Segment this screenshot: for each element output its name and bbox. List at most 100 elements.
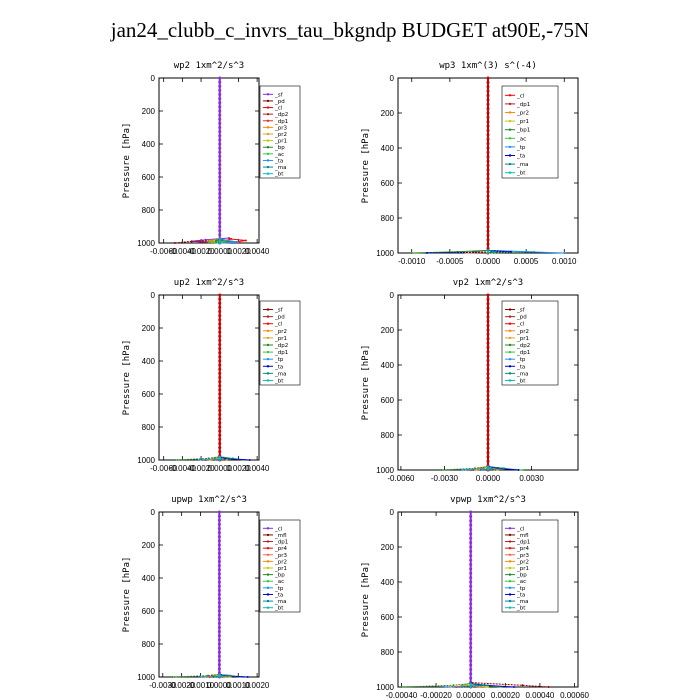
legend-marker (508, 365, 512, 368)
legend-marker (266, 322, 270, 325)
profile-marker (217, 617, 221, 621)
profile-marker (218, 146, 222, 150)
series-point (218, 459, 221, 461)
legend-label: _bt (274, 606, 284, 612)
profile-marker (218, 417, 222, 421)
profile-marker (486, 216, 490, 220)
series-point (226, 459, 229, 461)
series-point (198, 241, 201, 244)
series-point (521, 469, 524, 471)
profile-marker (469, 659, 473, 663)
series-point (517, 469, 520, 471)
profile-marker (217, 671, 221, 675)
x-tick-label: -0.0010 (398, 257, 426, 266)
y-tick-label: 1000 (376, 466, 394, 475)
profile-marker (469, 663, 473, 667)
series-point (212, 676, 215, 678)
profile-marker (486, 80, 490, 84)
profile-marker (218, 113, 222, 117)
legend-label: _bt (516, 171, 526, 177)
y-tick-label: 200 (381, 326, 395, 335)
profile-marker (217, 601, 221, 605)
profile-marker (486, 234, 490, 237)
legend-marker (266, 599, 270, 603)
profile-marker (486, 385, 490, 389)
profile-marker (486, 177, 490, 181)
profile-marker (218, 76, 222, 80)
profile-marker (486, 102, 490, 106)
series-point (229, 674, 232, 677)
profile-marker (217, 593, 221, 596)
x-tick-label: 0.0040 (245, 247, 270, 256)
profile-marker (218, 121, 222, 125)
legend-marker (508, 145, 512, 149)
legend-marker (266, 365, 270, 368)
legend-label: _sf (274, 308, 284, 314)
x-tick-label: -0.0030 (431, 474, 459, 483)
profile-marker (218, 167, 222, 171)
y-tick-label: 200 (142, 324, 156, 333)
profile-marker (218, 396, 222, 400)
series-point (563, 252, 566, 254)
y-tick-label: 600 (142, 173, 156, 182)
profile-marker (217, 535, 221, 539)
profile-marker (486, 372, 490, 376)
panel-title: vpwp 1xm^2/s^3 (450, 495, 526, 505)
profile-marker (218, 330, 222, 334)
profile-marker (486, 98, 490, 102)
legend-label: _mfl (516, 533, 529, 539)
legend-marker (508, 546, 512, 550)
profile-marker (486, 394, 490, 398)
profile-marker (217, 626, 221, 629)
legend-label: _pr1 (516, 336, 529, 342)
profile-marker (469, 633, 473, 636)
series-point (221, 239, 224, 242)
profile-marker (469, 589, 473, 593)
series-point (244, 239, 247, 242)
legend-box (501, 85, 559, 179)
series-point (469, 684, 472, 687)
legend-marker (266, 152, 270, 156)
profile-marker (469, 514, 473, 518)
series-line (212, 456, 228, 461)
profile-marker (486, 354, 490, 358)
legend-label: _ac (516, 136, 526, 142)
legend-marker (508, 94, 512, 97)
legend-marker (266, 593, 270, 596)
panel-5: upwp 1xm^2/s^3 0 200 400 600 800 1000 Pressure … (122, 495, 301, 690)
y-tick-label: 200 (381, 109, 395, 118)
x-tick-label: 0.0000 (476, 474, 501, 483)
profile-marker (486, 89, 490, 93)
profile-marker (469, 611, 473, 615)
profile-marker (469, 624, 473, 628)
profile-marker (218, 80, 222, 84)
y-tick-label: 600 (381, 179, 395, 188)
legend-marker (266, 566, 270, 570)
profile-marker (486, 194, 490, 198)
profile-marker (217, 650, 221, 654)
profile-marker (218, 142, 222, 146)
y-tick-label: 1000 (376, 249, 394, 258)
profile-marker (486, 111, 490, 115)
legend-marker (266, 586, 270, 590)
legend-label: _ac (516, 579, 526, 585)
legend-marker (508, 540, 512, 543)
profile-marker (217, 605, 221, 609)
series-point (487, 684, 489, 687)
legend-label: _pr2 (274, 559, 287, 565)
profile-marker (486, 76, 490, 80)
profile-marker (486, 359, 490, 363)
profile-marker (218, 208, 222, 212)
x-tick-label: -0.0005 (436, 257, 464, 266)
series-point (512, 686, 515, 688)
profile-marker (486, 212, 490, 216)
series-point (469, 682, 472, 685)
profile-marker (218, 380, 222, 384)
profile-marker (486, 129, 490, 132)
x-tick-label: -0.0060 (387, 474, 415, 483)
profile-marker (218, 318, 222, 322)
profile-marker (486, 311, 490, 314)
profile-marker (218, 322, 222, 326)
profile-marker (469, 598, 473, 601)
